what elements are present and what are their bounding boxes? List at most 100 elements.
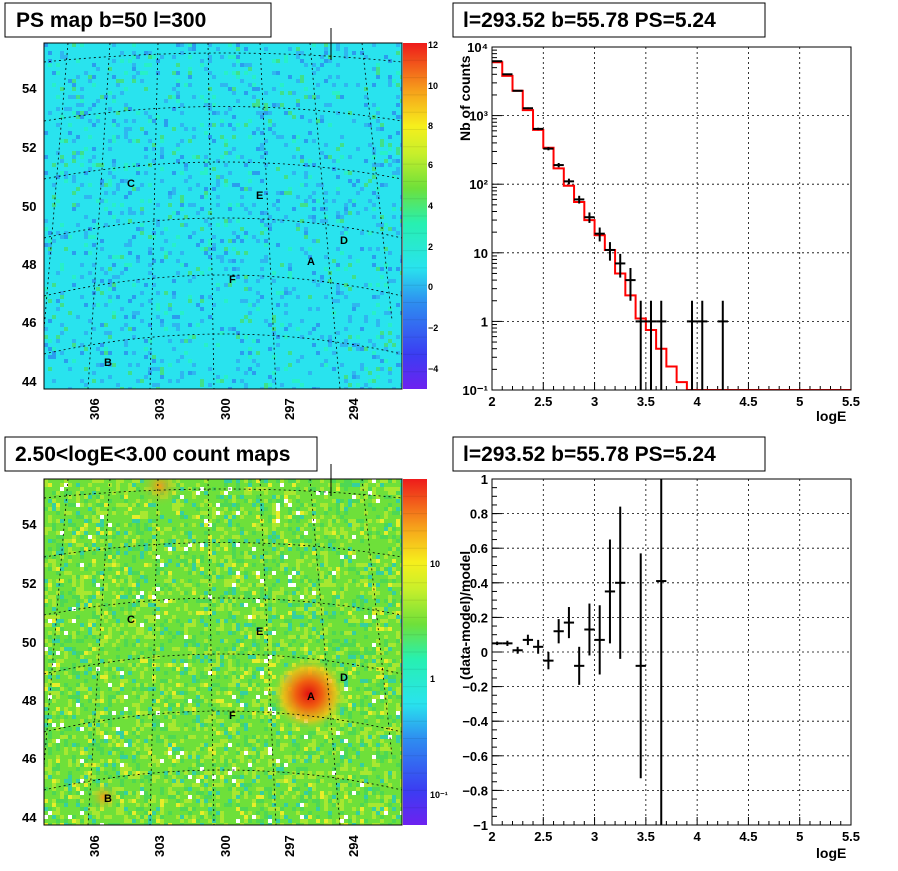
ps-map-graticule: [44, 43, 402, 389]
spectrum-xtick-label: 4.5: [739, 394, 757, 409]
residual-ytick-label: 0.2: [470, 610, 488, 625]
ps-cbar-6: 6: [428, 160, 433, 170]
residual-panel: 2 2.5 3 3.5 4 4.5 5 5.5 −1 −0.8 −0.6 −0.4 −0.2 0 0.2 0.…: [452, 436, 860, 861]
cm-xtick-294: 294: [346, 835, 361, 857]
ps-marker-b: B: [104, 357, 112, 369]
count-map-colorbar: [403, 479, 427, 825]
residual-ytick-label: −1: [473, 818, 488, 833]
residual-title-box: [452, 436, 766, 472]
spectrum-xtick-label: 2: [488, 394, 495, 409]
ps-cbar-12: 12: [428, 40, 438, 50]
residual-axes: 2 2.5 3 3.5 4 4.5 5 5.5 −1 −0.8 −0.6 −0.4 −0.2 0 0.2 0.…: [462, 472, 860, 844]
spectrum-xtick-label: 5.5: [842, 394, 860, 409]
residual-data-point: [522, 634, 534, 646]
ps-cbar-4: 4: [428, 201, 433, 211]
spectrum-ylabel: Nb of counts: [457, 55, 473, 141]
residual-xlabel: logE: [816, 845, 846, 861]
spectrum-data-point: [625, 268, 636, 301]
residual-ytick-label: −0.8: [462, 783, 488, 798]
spectrum-data-point: [543, 147, 554, 151]
residual-data-point: [635, 553, 646, 779]
count-map-hotspot-b: [88, 781, 120, 813]
residual-xtick-label: 2.5: [534, 829, 552, 844]
ps-map-colorbar-ticks: 12 10 8 6 4 2 0 −2 −4: [428, 40, 438, 374]
spectrum-frame: [491, 46, 852, 391]
cm-ytick-52: 52: [22, 576, 36, 591]
ps-xtick-300: 300: [218, 398, 233, 420]
spectrum-ytick-label: 10⁴: [467, 40, 488, 55]
residual-data-point: [656, 479, 667, 825]
residual-ytick-label: 0: [481, 645, 488, 660]
ps-map-title: PS map b=50 l=300: [16, 9, 206, 32]
ps-map-y-ticks: 44 46 48 50 52 54: [22, 81, 37, 389]
residual-ytick-label: 0.8: [470, 507, 488, 522]
spectrum-data-point: [533, 127, 544, 131]
count-map-colorbar-ticks: 10 1 10⁻¹: [430, 559, 448, 800]
cm-ytick-46: 46: [22, 751, 36, 766]
residual-ylabel: (data-model)/model: [457, 551, 473, 680]
spectrum-axes: 2 2.5 3 3.5 4 4.5 5 5.5 10⁻¹ 1 10 10² 10³ 10⁴: [462, 40, 860, 409]
residual-title: l=293.52 b=55.78 PS=5.24: [463, 443, 716, 466]
residual-data-point: [533, 639, 544, 654]
cm-ytick-54: 54: [22, 517, 37, 532]
ps-ytick-50: 50: [22, 199, 36, 214]
residual-data-point: [502, 640, 513, 646]
cm-marker-e: E: [256, 626, 263, 638]
spectrum-data-point: [492, 60, 503, 63]
ps-ytick-52: 52: [22, 140, 36, 155]
residual-ytick-label: −0.2: [462, 680, 488, 695]
ps-xtick-303: 303: [152, 398, 167, 420]
spectrum-data-point: [615, 253, 626, 278]
count-map-hotspot-a: [271, 656, 347, 732]
residual-data-point: [492, 641, 503, 646]
ps-xtick-297: 297: [282, 398, 297, 420]
ps-xtick-306: 306: [87, 398, 102, 420]
cm-xtick-306: 306: [87, 835, 102, 857]
cm-xtick-303: 303: [152, 835, 167, 857]
count-map-graticule: [44, 479, 402, 825]
spectrum-data-point: [574, 195, 585, 204]
residual-ytick-label: 0.4: [470, 576, 489, 591]
spectrum-xtick-label: 2.5: [534, 394, 552, 409]
spectrum-ytick-label: 1: [481, 314, 488, 329]
spectrum-ytick-label: 10: [474, 246, 488, 261]
cm-ytick-44: 44: [22, 810, 37, 825]
residual-frame: [491, 478, 852, 826]
residual-xtick-label: 3: [591, 829, 598, 844]
residual-ytick-label: −0.4: [462, 714, 488, 729]
spectrum-data-point: [656, 300, 667, 390]
residual-data-point: [563, 607, 575, 639]
cm-marker-a: A: [307, 691, 315, 703]
ps-marker-d: D: [340, 235, 348, 247]
ps-cbar-8: 8: [428, 121, 433, 131]
residual-xtick-label: 2: [488, 829, 495, 844]
ps-cbar-m4: −4: [428, 364, 438, 374]
residual-xtick-label: 5: [796, 829, 803, 844]
spectrum-data-point: [717, 300, 728, 390]
spectrum-xtick-label: 5: [796, 394, 803, 409]
residual-ytick-label: 1: [481, 472, 488, 487]
residual-xtick-label: 4.5: [739, 829, 757, 844]
ps-map-x-ticks: 306 303 300 297 294: [87, 398, 361, 420]
ps-map-title-box: [4, 2, 272, 38]
spectrum-data-point: [512, 89, 523, 92]
ps-marker-e: E: [256, 190, 263, 202]
spectrum-data-point: [635, 300, 646, 390]
ps-map-colorbar: [403, 43, 427, 389]
ps-xtick-294: 294: [346, 398, 361, 420]
count-map-title: 2.50<logE<3.00 count maps: [15, 443, 290, 466]
count-map-x-ticks: 306 303 300 297 294: [87, 835, 361, 857]
residual-xtick-label: 3.5: [637, 829, 655, 844]
ps-cbar-10: 10: [428, 81, 438, 91]
spectrum-data-point: [697, 300, 708, 390]
count-map-title-box: [4, 436, 318, 472]
ps-marker-f: F: [229, 274, 236, 286]
spectrum-xtick-label: 3.5: [637, 394, 655, 409]
cm-xtick-300: 300: [218, 835, 233, 857]
residual-data-point: [512, 646, 523, 654]
spectrum-xlabel: logE: [816, 408, 846, 424]
ps-ytick-54: 54: [22, 81, 37, 96]
residual-xtick-label: 5.5: [842, 829, 860, 844]
count-map-hotspot-top: [138, 479, 182, 508]
residual-data-point: [574, 646, 585, 685]
